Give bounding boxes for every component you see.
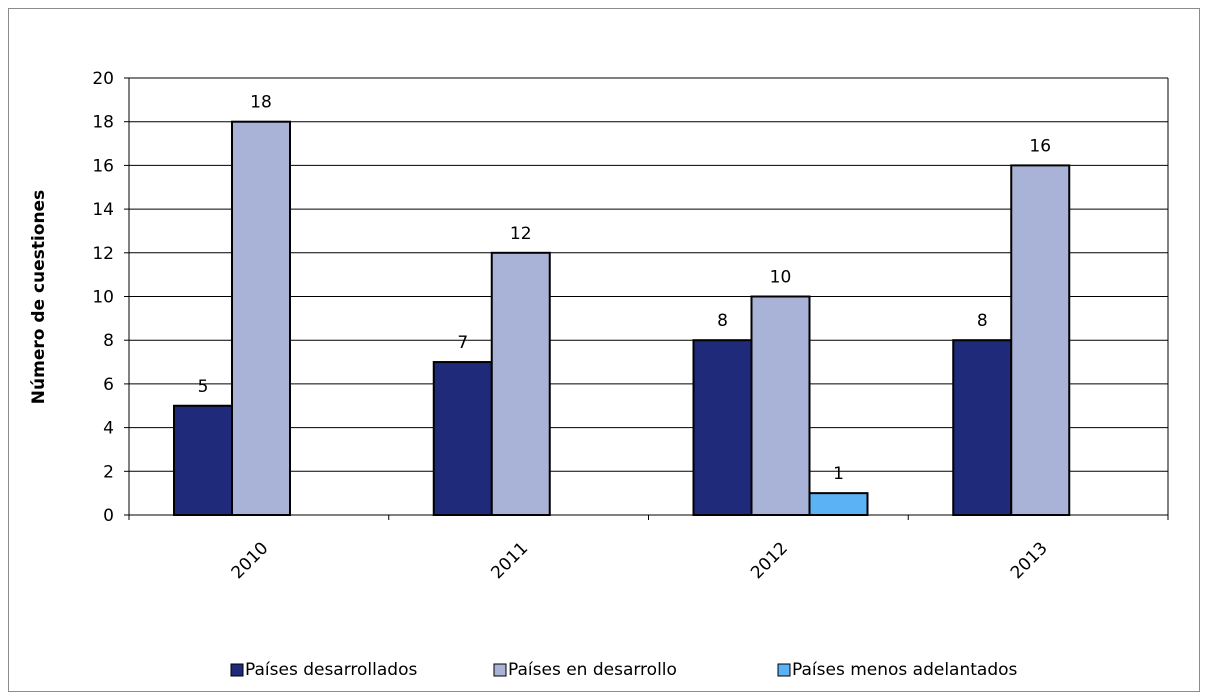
data-label: 8 xyxy=(977,311,988,331)
bar xyxy=(173,404,233,516)
bar xyxy=(808,492,869,516)
bar xyxy=(750,295,811,516)
bar xyxy=(432,361,493,516)
data-label: 18 xyxy=(250,93,272,113)
y-axis-ticks: 0 2 4 6 8 10 12 14 16 18 20 xyxy=(92,69,129,526)
bar xyxy=(692,339,753,517)
bar xyxy=(231,120,291,516)
data-label: 10 xyxy=(770,268,792,288)
y-tick-label: 12 xyxy=(92,244,114,264)
y-axis-title: Número de cuestiones xyxy=(29,190,49,404)
y-tick-label: 18 xyxy=(92,113,114,133)
x-tick-label: 2011 xyxy=(487,538,532,583)
data-label: 16 xyxy=(1029,136,1051,156)
legend-label: Países desarrollados xyxy=(245,660,417,680)
x-tick-label: 2010 xyxy=(228,538,273,583)
bar xyxy=(490,251,551,517)
data-label: 8 xyxy=(717,311,728,331)
y-tick-label: 8 xyxy=(103,331,114,351)
y-tick-label: 20 xyxy=(92,69,114,89)
bars xyxy=(173,120,1071,517)
legend-swatch xyxy=(777,663,791,677)
y-tick-label: 2 xyxy=(103,462,114,482)
y-tick-label: 10 xyxy=(92,288,114,308)
bar xyxy=(952,339,1013,517)
legend-swatch xyxy=(493,663,507,677)
y-tick-label: 4 xyxy=(103,419,114,439)
y-tick-label: 6 xyxy=(103,375,114,395)
x-tick-label: 2012 xyxy=(747,538,792,583)
bar xyxy=(1010,164,1071,516)
data-label: 5 xyxy=(198,377,209,397)
legend-swatch xyxy=(230,663,244,677)
legend-label: Países menos adelantados xyxy=(792,660,1018,680)
legend-label: Países en desarrollo xyxy=(508,660,677,680)
legend: Países desarrollados Países en desarrollo… xyxy=(230,660,1018,680)
x-tick-label: 2013 xyxy=(1007,538,1052,583)
x-axis-ticks: 2010 2011 2012 2013 xyxy=(128,515,1169,583)
y-tick-label: 16 xyxy=(92,156,114,176)
data-label: 12 xyxy=(510,224,532,244)
y-tick-label: 14 xyxy=(92,200,114,220)
y-tick-label: 0 xyxy=(103,506,114,526)
data-label: 7 xyxy=(457,333,468,353)
data-label: 1 xyxy=(833,464,844,484)
